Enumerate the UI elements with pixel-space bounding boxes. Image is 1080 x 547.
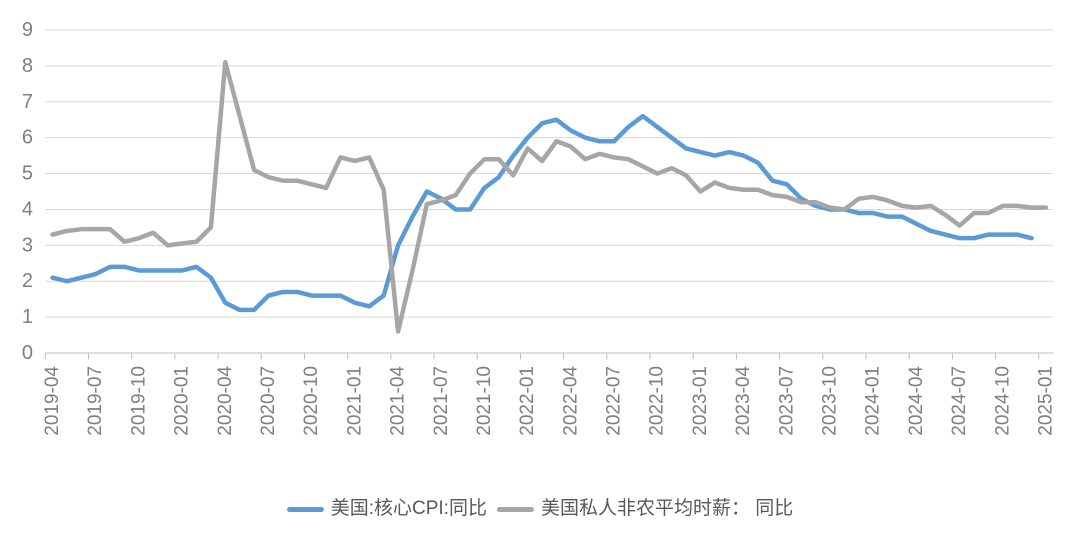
y-axis-labels: 0 1 2 3 4 5 6 7 8 9 (22, 19, 33, 364)
svg-text:2021-01: 2021-01 (344, 366, 365, 436)
svg-text:2023-10: 2023-10 (820, 366, 841, 436)
svg-text:2023-04: 2023-04 (733, 366, 754, 436)
svg-text:3: 3 (22, 234, 33, 256)
svg-text:2024-10: 2024-10 (992, 366, 1013, 436)
legend-line-swatch-hourly-earnings (496, 506, 534, 512)
data-series (50, 60, 1049, 334)
svg-text:2020-04: 2020-04 (215, 366, 236, 436)
svg-text:2022-01: 2022-01 (517, 366, 538, 436)
gridlines (45, 29, 1053, 318)
svg-text:9: 9 (22, 19, 33, 41)
svg-text:2019-10: 2019-10 (128, 366, 149, 436)
svg-text:5: 5 (22, 163, 33, 185)
svg-text:2022-04: 2022-04 (560, 366, 581, 436)
svg-text:2020-07: 2020-07 (258, 366, 279, 436)
svg-text:2023-01: 2023-01 (690, 366, 711, 436)
x-axis (44, 352, 1053, 360)
legend-item-hourly-earnings: 美国私人非农平均时薪： 同比 (496, 494, 794, 524)
svg-text:2021-07: 2021-07 (431, 366, 452, 436)
legend-label-hourly-earnings: 美国私人非农平均时薪： 同比 (540, 498, 794, 519)
chart-legend: 美国:核心CPI:同比 美国私人非农平均时薪： 同比 (0, 494, 1080, 524)
svg-text:1: 1 (22, 306, 33, 328)
svg-text:2019-07: 2019-07 (85, 366, 106, 436)
x-axis-labels: 2019-04 2019-07 2019-10 2020-01 2020-04 2020-… (42, 366, 1057, 436)
svg-text:2023-07: 2023-07 (776, 366, 797, 436)
legend-item-core-cpi: 美国:核心CPI:同比 (286, 494, 487, 524)
svg-text:2021-04: 2021-04 (388, 366, 409, 436)
svg-text:2019-04: 2019-04 (42, 366, 63, 436)
svg-text:2025-01: 2025-01 (1036, 366, 1057, 436)
svg-text:6: 6 (22, 127, 33, 149)
svg-text:0: 0 (22, 342, 33, 364)
svg-text:2022-10: 2022-10 (647, 366, 668, 436)
svg-text:2022-07: 2022-07 (604, 366, 625, 436)
svg-text:7: 7 (22, 91, 33, 113)
svg-text:2020-10: 2020-10 (301, 366, 322, 436)
svg-text:8: 8 (22, 55, 33, 77)
svg-text:4: 4 (22, 198, 33, 220)
svg-text:2020-01: 2020-01 (172, 366, 193, 436)
legend-label-core-cpi: 美国:核心CPI:同比 (330, 498, 487, 519)
svg-text:2: 2 (22, 270, 33, 292)
svg-text:2024-01: 2024-01 (863, 366, 884, 436)
svg-text:2021-10: 2021-10 (474, 366, 495, 436)
legend-line-swatch-core-cpi (286, 506, 324, 512)
svg-text:2024-07: 2024-07 (949, 366, 970, 436)
svg-text:2024-04: 2024-04 (906, 366, 927, 436)
